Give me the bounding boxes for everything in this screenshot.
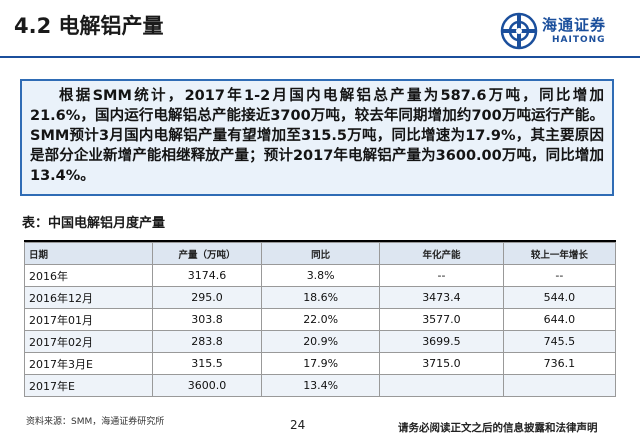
cell-increase: 644.0 <box>502 308 617 331</box>
cell-capacity: 3715.0 <box>379 352 504 375</box>
cell-capacity: 3577.0 <box>379 308 504 331</box>
cell-yoy: 3.8% <box>261 264 381 287</box>
cell-yoy: 20.9% <box>261 330 381 353</box>
haitong-logo: 海通证券 HAITONG <box>500 12 630 54</box>
table-row: 2016年 3174.6 3.8% -- -- <box>24 264 617 287</box>
table-row: 2017年01月 303.8 22.0% 3577.0 644.0 <box>24 308 617 331</box>
table-row: 2017年E 3600.0 13.4% <box>24 374 617 397</box>
header-yoy: 同比 <box>261 242 381 265</box>
logo-chinese-name: 海通证券 <box>542 16 607 34</box>
cell-production: 315.5 <box>151 352 263 375</box>
cell-capacity: 3699.5 <box>379 330 504 353</box>
page-title: 4.2 电解铝产量 <box>14 14 164 38</box>
cell-date: 2017年3月E <box>24 352 153 375</box>
header-production: 产量（万吨） <box>151 242 263 265</box>
cell-capacity <box>379 374 504 397</box>
source-note: 资料来源：SMM，海通证券研究所 <box>26 417 165 427</box>
cell-date: 2016年12月 <box>24 286 153 309</box>
production-table: 日期 产量（万吨） 同比 年化产能 较上一年增长 2016年 3174.6 3.… <box>24 242 617 397</box>
logo-english-name: HAITONG <box>552 35 606 45</box>
cell-production: 303.8 <box>151 308 263 331</box>
header-capacity: 年化产能 <box>379 242 504 265</box>
table-row: 2016年12月 295.0 18.6% 3473.4 544.0 <box>24 286 617 309</box>
cell-increase: 736.1 <box>502 352 617 375</box>
table-top-rule <box>24 240 616 242</box>
cell-date: 2016年 <box>24 264 153 287</box>
cell-capacity: 3473.4 <box>379 286 504 309</box>
cell-increase <box>502 374 617 397</box>
table-row: 2017年3月E 315.5 17.9% 3715.0 736.1 <box>24 352 617 375</box>
cell-production: 295.0 <box>151 286 263 309</box>
cell-date: 2017年01月 <box>24 308 153 331</box>
table-caption: 表：中国电解铝月度产量 <box>22 216 166 231</box>
disclaimer-note: 请务必阅读正文之后的信息披露和法律声明 <box>398 422 598 434</box>
cell-yoy: 17.9% <box>261 352 381 375</box>
page-number: 24 <box>290 418 306 432</box>
cell-capacity: -- <box>379 264 504 287</box>
cell-production: 283.8 <box>151 330 263 353</box>
cell-yoy: 18.6% <box>261 286 381 309</box>
cell-yoy: 22.0% <box>261 308 381 331</box>
cell-yoy: 13.4% <box>261 374 381 397</box>
cell-increase: -- <box>502 264 617 287</box>
summary-text: 根据SMM统计，2017年1-2月国内电解铝总产量为587.6万吨，同比增加21… <box>30 88 604 184</box>
header-date: 日期 <box>24 242 153 265</box>
cell-date: 2017年02月 <box>24 330 153 353</box>
cell-production: 3600.0 <box>151 374 263 397</box>
cell-production: 3174.6 <box>151 264 263 287</box>
table-header-row: 日期 产量（万吨） 同比 年化产能 较上一年增长 <box>24 242 617 265</box>
cell-increase: 544.0 <box>502 286 617 309</box>
table-row: 2017年02月 283.8 20.9% 3699.5 745.5 <box>24 330 617 353</box>
haitong-emblem-icon <box>500 12 538 50</box>
summary-box: 根据SMM统计，2017年1-2月国内电解铝总产量为587.6万吨，同比增加21… <box>20 79 614 196</box>
header-increase: 较上一年增长 <box>502 242 617 265</box>
cell-increase: 745.5 <box>502 330 617 353</box>
header-divider <box>0 56 640 58</box>
cell-date: 2017年E <box>24 374 153 397</box>
